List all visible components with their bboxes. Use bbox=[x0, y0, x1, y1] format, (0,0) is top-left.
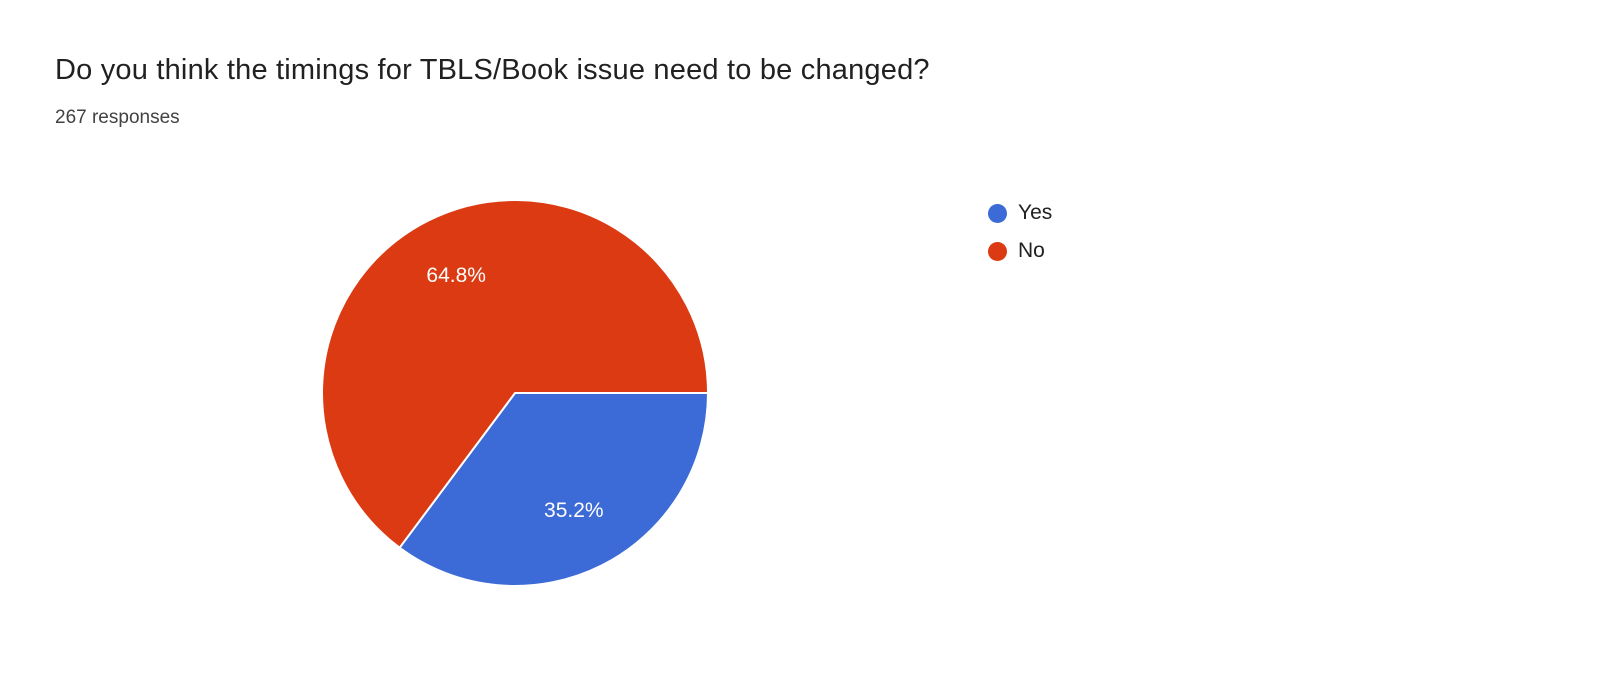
legend-dot-no bbox=[988, 241, 1007, 261]
legend-label: No bbox=[1018, 239, 1045, 262]
pie-slice-no[interactable] bbox=[321, 199, 709, 549]
legend-label: Yes bbox=[1018, 201, 1053, 224]
pie-chart: 35.2% 64.8% bbox=[321, 199, 709, 587]
pie-chart-area: 35.2% 64.8% bbox=[319, 197, 711, 589]
chart-legend: Yes No bbox=[988, 201, 1052, 263]
legend-item-no: No bbox=[988, 239, 1052, 263]
legend-dot-yes bbox=[988, 203, 1007, 223]
question-title: Do you think the timings for TBLS/Book i… bbox=[55, 54, 930, 86]
pie-slice-yes[interactable] bbox=[398, 392, 709, 587]
legend-item-yes: Yes bbox=[988, 201, 1052, 225]
pie-label-no: 64.8% bbox=[426, 264, 486, 287]
responses-count: 267 responses bbox=[55, 107, 180, 128]
pie-label-yes: 35.2% bbox=[544, 499, 604, 522]
